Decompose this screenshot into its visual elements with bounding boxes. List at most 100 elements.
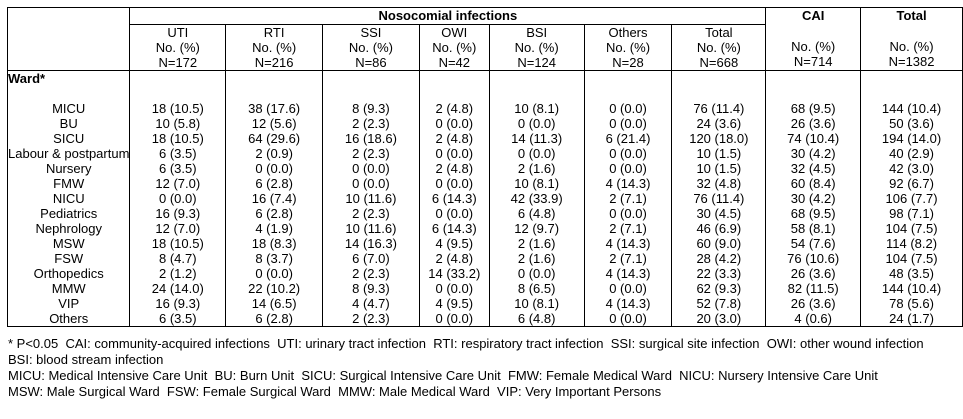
value-cell: 26 (3.6): [765, 296, 862, 311]
value-cell: 6 (14.3): [419, 191, 490, 206]
value-cell: 0 (0.0): [584, 281, 673, 296]
table-row: Others 6 (3.5) 6 (2.8) 2 (2.3) 0 (0.0) 6 (4.8…: [7, 311, 963, 327]
value-cell: 92 (6.7): [860, 176, 963, 191]
grand-total-header-label: Total: [896, 8, 927, 23]
table-row: Orthopedics 2 (1.2) 0 (0.0) 2 (2.3) 14 (33.2…: [7, 266, 963, 281]
ward-name: FSW: [7, 251, 131, 266]
value-cell: 194 (14.0): [860, 131, 963, 146]
value-cell: 2 (4.8): [419, 161, 490, 176]
value-cell: 2 (1.2): [129, 266, 227, 281]
value-cell: 104 (7.5): [860, 221, 963, 236]
sub-header-row: UTI No. (%) N=172 RTI No. (%) N=216 SSI No. (%)…: [8, 24, 963, 71]
value-cell: 2 (2.3): [322, 116, 420, 131]
value-cell: 0 (0.0): [129, 191, 227, 206]
value-cell: 60 (9.0): [671, 236, 767, 251]
value-cell: 2 (2.3): [322, 206, 420, 221]
value-cell: 6 (14.3): [419, 221, 490, 236]
value-cell: 78 (5.6): [860, 296, 963, 311]
value-cell: 4 (14.3): [584, 176, 673, 191]
value-cell: 74 (10.4): [765, 131, 862, 146]
value-cell: 144 (10.4): [860, 281, 963, 296]
cai-header-cell: CAI No. (%) N=714: [765, 7, 862, 71]
value-cell: 4 (0.6): [765, 311, 862, 327]
value-cell: 2 (0.9): [225, 146, 324, 161]
value-cell: 114 (8.2): [860, 236, 963, 251]
value-cell: 0 (0.0): [419, 146, 490, 161]
value-cell: 6 (2.8): [225, 206, 324, 221]
empty-cell: [225, 70, 324, 101]
value-cell: 0 (0.0): [584, 161, 673, 176]
table-row: SICU 18 (10.5) 64 (29.6) 16 (18.6) 2 (4.8) 14…: [7, 131, 963, 146]
value-cell: 2 (1.6): [489, 236, 585, 251]
value-cell: 76 (11.4): [671, 191, 767, 206]
value-cell: 0 (0.0): [489, 146, 585, 161]
value-cell: 18 (10.5): [129, 236, 227, 251]
ward-name: FMW: [7, 176, 131, 191]
ward-name: Nephrology: [7, 221, 131, 236]
empty-cell: [860, 70, 963, 101]
value-cell: 10 (8.1): [489, 101, 585, 116]
ward-name: Nursery: [7, 161, 131, 176]
value-cell: 60 (8.4): [765, 176, 862, 191]
value-cell: 0 (0.0): [584, 311, 673, 327]
value-cell: 0 (0.0): [584, 206, 673, 221]
table-row: VIP 16 (9.3) 14 (6.5) 4 (4.7) 4 (9.5) 10 (8.1…: [7, 296, 963, 311]
ward-name: Orthopedics: [7, 266, 131, 281]
value-cell: 28 (4.2): [671, 251, 767, 266]
nosocomial-group-header: Nosocomial infections: [129, 7, 767, 25]
empty-cell: [765, 70, 862, 101]
value-cell: 16 (9.3): [129, 296, 227, 311]
value-cell: 98 (7.1): [860, 206, 963, 221]
value-cell: 0 (0.0): [584, 116, 673, 131]
value-cell: 2 (7.1): [584, 191, 673, 206]
group-header-row: Nosocomial infections CAI No. (%) N=714 …: [7, 7, 963, 71]
ward-name: BU: [7, 116, 131, 131]
value-cell: 0 (0.0): [322, 161, 420, 176]
value-cell: 4 (14.3): [584, 266, 673, 281]
value-cell: 14 (16.3): [322, 236, 420, 251]
value-cell: 62 (9.3): [671, 281, 767, 296]
value-cell: 12 (5.6): [225, 116, 324, 131]
table-row: FSW 8 (4.7) 8 (3.7) 6 (7.0) 2 (4.8) 2 (1.6) 2 …: [7, 251, 963, 266]
value-cell: 10 (1.5): [671, 146, 767, 161]
value-cell: 54 (7.6): [765, 236, 862, 251]
value-cell: 2 (4.8): [419, 251, 490, 266]
empty-cell: [671, 70, 767, 101]
ward-name: SICU: [7, 131, 131, 146]
value-cell: 30 (4.2): [765, 191, 862, 206]
value-cell: 26 (3.6): [765, 116, 862, 131]
value-cell: 18 (10.5): [129, 101, 227, 116]
ward-name: VIP: [7, 296, 131, 311]
table-row: Pediatrics 16 (9.3) 6 (2.8) 2 (2.3) 0 (0.0) 6…: [7, 206, 963, 221]
value-cell: 6 (2.8): [225, 176, 324, 191]
value-cell: 144 (10.4): [860, 101, 963, 116]
value-cell: 6 (21.4): [584, 131, 673, 146]
ward-label: Ward*: [7, 70, 131, 101]
value-cell: 24 (1.7): [860, 311, 963, 327]
value-cell: 6 (4.8): [489, 206, 585, 221]
cai-n-label: N=714: [793, 54, 833, 69]
value-cell: 6 (3.5): [129, 146, 227, 161]
value-cell: 50 (3.6): [860, 116, 963, 131]
column-header-others: Others No. (%) N=28: [584, 24, 673, 71]
column-header-uti: UTI No. (%) N=172: [129, 24, 227, 71]
value-cell: 12 (7.0): [129, 221, 227, 236]
empty-cell: [419, 70, 490, 101]
grand-total-header-cell: Total No. (%) N=1382: [860, 7, 963, 71]
spacer: [766, 24, 859, 39]
value-cell: 40 (2.9): [860, 146, 963, 161]
value-cell: 14 (6.5): [225, 296, 324, 311]
column-header-rti: RTI No. (%) N=216: [225, 24, 324, 71]
value-cell: 2 (1.6): [489, 251, 585, 266]
value-cell: 46 (6.9): [671, 221, 767, 236]
value-cell: 22 (10.2): [225, 281, 324, 296]
ward-name: Labour & postpartum: [7, 146, 131, 161]
value-cell: 10 (5.8): [129, 116, 227, 131]
value-cell: 38 (17.6): [225, 101, 324, 116]
value-cell: 2 (1.6): [489, 161, 585, 176]
empty-cell: [489, 70, 585, 101]
table-row: FMW 12 (7.0) 6 (2.8) 0 (0.0) 0 (0.0) 10 (8.1)…: [7, 176, 963, 191]
value-cell: 2 (4.8): [419, 131, 490, 146]
value-cell: 4 (9.5): [419, 296, 490, 311]
